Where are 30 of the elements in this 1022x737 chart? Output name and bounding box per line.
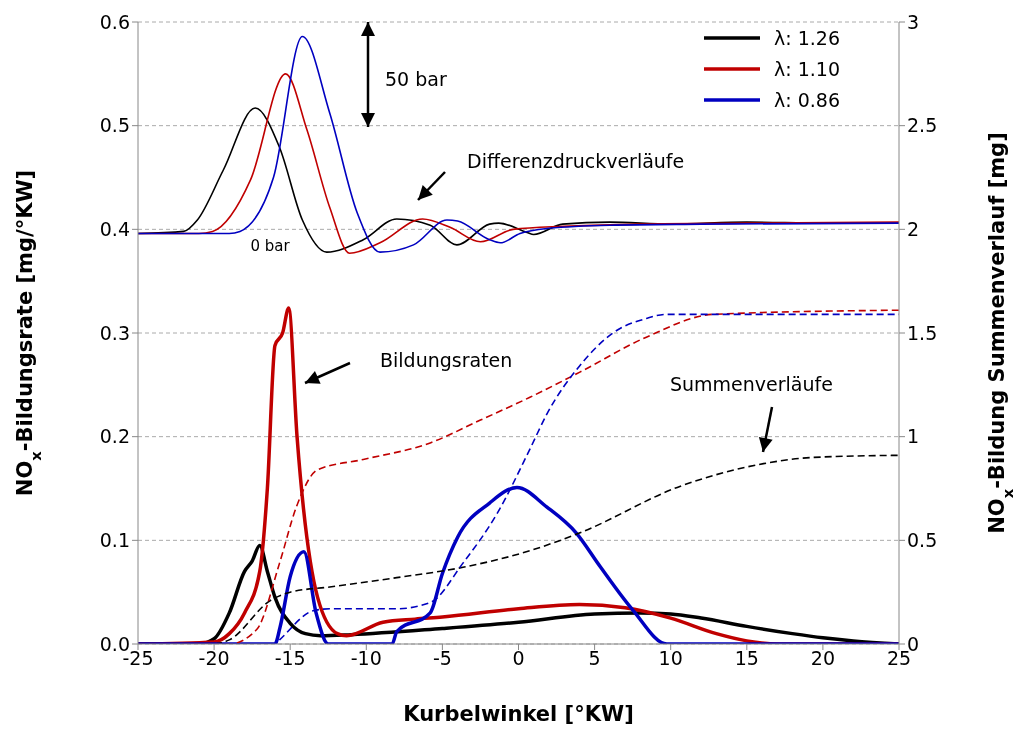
x-tick-label: 10: [658, 647, 683, 670]
x-axis-title: Kurbelwinkel [°KW]: [403, 702, 634, 726]
y-tick-label: 0.2: [99, 425, 130, 448]
x-tick-label: 0: [512, 647, 525, 670]
annotation: 0 bar: [250, 237, 291, 255]
annotation: Bildungsraten: [380, 349, 513, 371]
x-tick-label: -15: [274, 647, 306, 670]
y2-tick-label: 1.5: [907, 321, 938, 344]
annotation: Summenverläufe: [670, 373, 833, 395]
x-tick-label: 15: [734, 647, 759, 670]
x-tick-label: -10: [350, 647, 382, 670]
y-tick-label: 0.1: [99, 529, 130, 552]
y-tick-label: 0.6: [99, 10, 130, 33]
legend-label: λ: 0.86: [774, 88, 840, 111]
y2-tick-label: 2: [907, 218, 920, 241]
x-tick-label: 5: [588, 647, 601, 670]
annotation: 50 bar: [385, 68, 447, 90]
y2-tick-label: 3: [907, 10, 920, 33]
y2-tick-label: 0.5: [907, 529, 938, 552]
y-tick-label: 0.5: [99, 114, 130, 137]
x-tick-label: -20: [198, 647, 230, 670]
y2-tick-label: 2.5: [907, 114, 938, 137]
y-tick-label: 0.3: [99, 321, 130, 344]
legend-label: λ: 1.26: [774, 26, 840, 49]
x-tick-label: -5: [432, 647, 452, 670]
x-tick-label: 20: [810, 647, 835, 670]
y-tick-label: 0.4: [99, 218, 130, 241]
legend-label: λ: 1.10: [774, 57, 840, 80]
y2-tick-label: 1: [907, 425, 920, 448]
annotation: Differenzdruckverläufe: [467, 150, 685, 172]
